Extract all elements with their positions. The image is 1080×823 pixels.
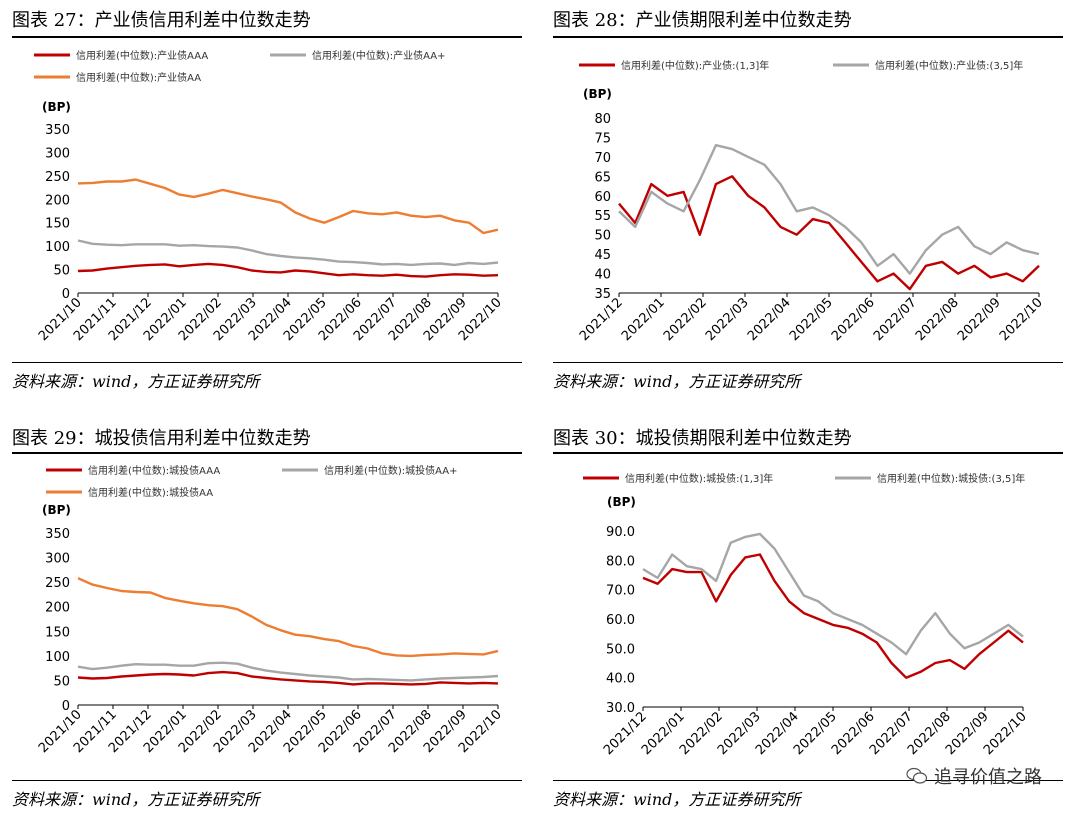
x-tick-label: 2022/10 [997, 295, 1046, 344]
y-tick-label: 70 [594, 151, 611, 166]
y-tick-label: 350 [45, 123, 70, 138]
legend-label: 信用利差(中位数):城投债AA+ [324, 464, 458, 477]
y-tick-label: 50 [53, 264, 70, 279]
title-rule [12, 452, 522, 454]
y-tick-label: 80 [594, 112, 611, 127]
legend-label: 信用利差(中位数):产业债:(1,3]年 [621, 59, 769, 72]
source-rule [553, 780, 1063, 781]
title-rule [553, 36, 1063, 38]
series-line [618, 143, 1040, 275]
chart-title: 图表 27：产业债信用利差中位数走势 [12, 10, 311, 31]
y-tick-label: 350 [45, 527, 70, 542]
source-rule [553, 362, 1063, 363]
y-tick-label: 40 [594, 268, 611, 283]
y-tick-label: 40.0 [606, 672, 635, 687]
y-tick-label: 55 [594, 209, 611, 224]
y-tick-label: 150 [45, 625, 70, 640]
y-tick-label: 300 [45, 552, 70, 567]
legend-label: 信用利差(中位数):产业债AAA [76, 49, 208, 62]
series-line [77, 577, 499, 658]
y-tick-label: 0 [62, 699, 70, 714]
y-tick-label: 200 [45, 193, 70, 208]
chart-panel-30: 图表 30：城投债期限利差中位数走势 信用利差(中位数):城投债:(1,3]年信… [553, 424, 1065, 818]
y-tick-label: 300 [45, 146, 70, 161]
y-axis-unit: (BP) [607, 495, 636, 509]
y-tick-label: 100 [45, 650, 70, 665]
chart-panel-27: 图表 27：产业债信用利差中位数走势 信用利差(中位数):产业债AAA 信用利差(… [12, 6, 524, 394]
y-tick-label: 60.0 [606, 613, 635, 628]
source-rule [12, 780, 522, 781]
source-rule [12, 362, 522, 363]
legend-label: 信用利差(中位数):产业债AA [76, 71, 201, 84]
series-line [77, 262, 499, 278]
y-tick-label: 100 [45, 240, 70, 255]
legend-label: 信用利差(中位数):产业债:(3,5]年 [875, 59, 1023, 72]
y-axis-unit: (BP) [42, 100, 71, 114]
y-tick-label: 250 [45, 170, 70, 185]
y-tick-label: 30.0 [606, 701, 635, 716]
title-rule [12, 36, 522, 38]
line-chart: 信用利差(中位数):产业债AAA 信用利差(中位数):产业债AA+ 信用利差(中位数… [34, 49, 505, 344]
x-tick-label: 2022/04 [745, 295, 794, 344]
source-note: 资料来源：wind，方正证券研究所 [553, 372, 801, 391]
line-chart: 信用利差(中位数):城投债:(1,3]年 信用利差(中位数):城投债:(3,5]年… [583, 472, 1030, 758]
y-tick-label: 0 [62, 287, 70, 302]
y-tick-label: 50 [53, 674, 70, 689]
chart-title: 图表 28：产业债期限利差中位数走势 [553, 10, 852, 31]
y-tick-label: 60 [594, 190, 611, 205]
y-tick-label: 50.0 [606, 642, 635, 657]
legend-label: 信用利差(中位数):城投债:(1,3]年 [625, 472, 773, 485]
legend-label: 信用利差(中位数):城投债AA [88, 486, 213, 499]
legend-label: 信用利差(中位数):产业债AA+ [312, 49, 446, 62]
y-tick-label: 65 [594, 170, 611, 185]
line-chart: 信用利差(中位数):产业债:(1,3]年 信用利差(中位数):产业债:(3,5]年… [577, 59, 1046, 344]
source-note: 资料来源：wind，方正证券研究所 [553, 790, 801, 809]
legend-label: 信用利差(中位数):城投债:(3,5]年 [877, 472, 1025, 485]
x-tick-label: 2022/08 [913, 295, 962, 344]
x-tick-label: 2022/03 [703, 295, 752, 344]
series-line [642, 553, 1024, 679]
series-line [77, 178, 499, 235]
y-tick-label: 75 [594, 131, 611, 146]
x-tick-label: 2022/01 [619, 295, 668, 344]
y-tick-label: 80.0 [606, 554, 635, 569]
source-note: 资料来源：wind，方正证券研究所 [12, 372, 260, 391]
y-tick-label: 70.0 [606, 584, 635, 599]
y-tick-label: 250 [45, 576, 70, 591]
watermark: 追寻价值之路 [906, 763, 1042, 789]
chart-panel-29: 图表 29：城投债信用利差中位数走势 信用利差(中位数):城投债AAA 信用利差(… [12, 424, 524, 818]
y-tick-label: 45 [594, 248, 611, 263]
chart-title: 图表 30：城投债期限利差中位数走势 [553, 428, 852, 449]
series-line [77, 670, 499, 686]
y-axis-unit: (BP) [583, 87, 612, 101]
x-tick-label: 2021/12 [577, 295, 626, 344]
y-tick-label: 35 [594, 287, 611, 302]
x-tick-label: 2022/09 [955, 295, 1004, 344]
y-tick-label: 50 [594, 229, 611, 244]
x-tick-label: 2022/02 [661, 295, 710, 344]
y-tick-label: 150 [45, 217, 70, 232]
x-tick-label: 2022/06 [829, 295, 878, 344]
y-axis-unit: (BP) [42, 503, 71, 517]
y-tick-label: 90.0 [606, 525, 635, 540]
series-line [642, 532, 1024, 656]
watermark-text: 追寻价值之路 [934, 767, 1042, 788]
source-note: 资料来源：wind，方正证券研究所 [12, 790, 260, 809]
x-tick-label: 2022/07 [871, 295, 920, 344]
legend-label: 信用利差(中位数):城投债AAA [88, 464, 220, 477]
series-line [618, 175, 1040, 291]
series-line [77, 661, 499, 682]
series-line [77, 239, 499, 267]
y-tick-label: 200 [45, 601, 70, 616]
x-tick-label: 2022/05 [787, 295, 836, 344]
chart-title: 图表 29：城投债信用利差中位数走势 [12, 428, 311, 449]
title-rule [553, 452, 1063, 454]
chart-panel-28: 图表 28：产业债期限利差中位数走势 信用利差(中位数):产业债:(1,3]年信… [553, 6, 1065, 394]
wechat-icon [906, 767, 928, 784]
line-chart: 信用利差(中位数):城投债AAA 信用利差(中位数):城投债AA+ 信用利差(中位数… [36, 464, 505, 756]
